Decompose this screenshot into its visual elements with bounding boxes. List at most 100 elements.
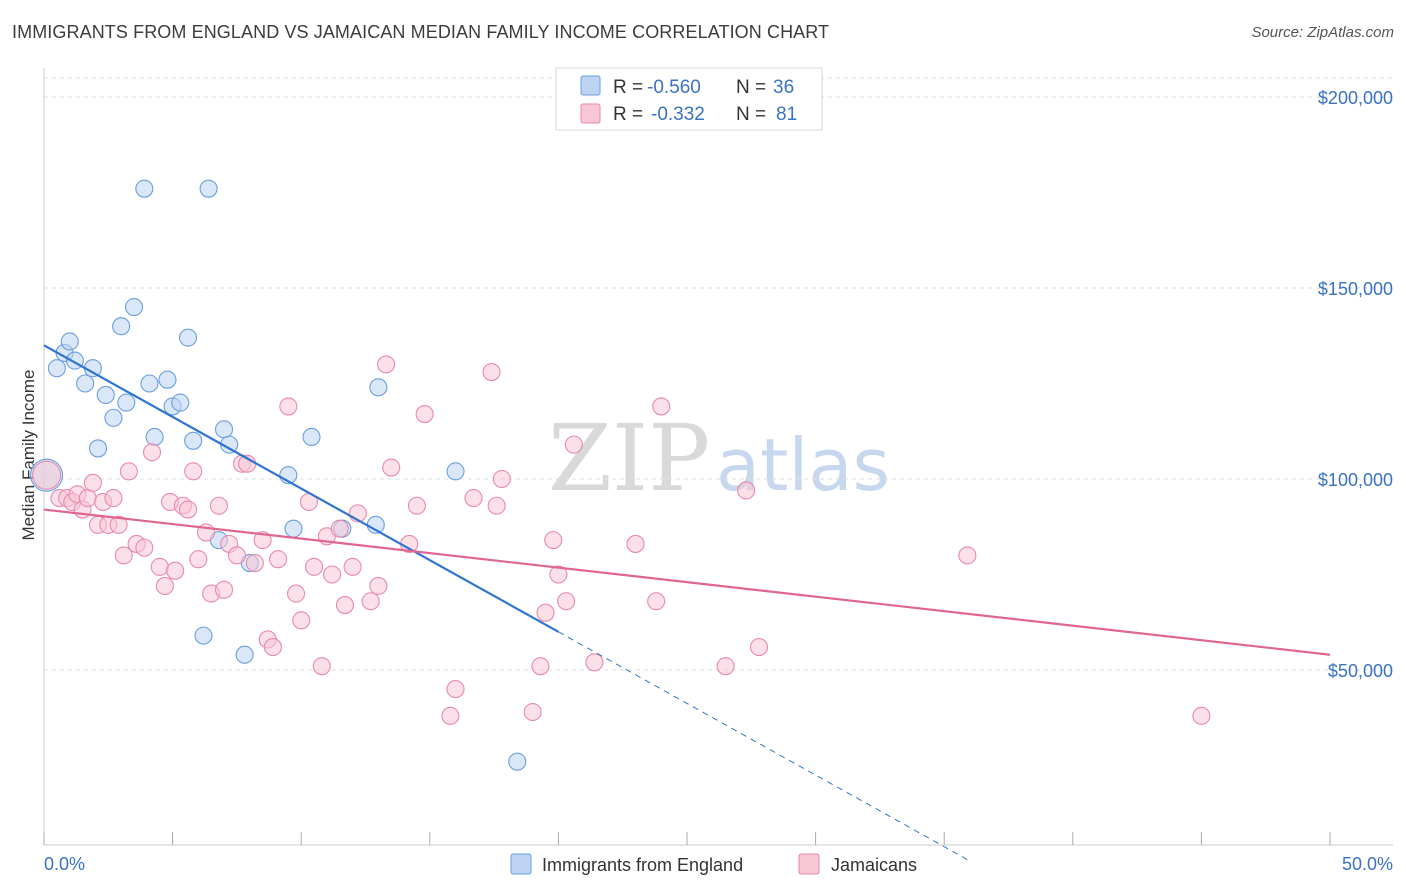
jamaican-point	[464, 489, 483, 508]
jamaican-point	[958, 546, 977, 565]
jamaican-point	[652, 397, 671, 416]
legend-r-label-jamaicans: R =	[613, 104, 643, 125]
chart-source: Source: ZipAtlas.com	[1251, 24, 1394, 41]
watermark-zip: ZIP	[548, 405, 710, 512]
legend-r-value-jamaicans: -0.332	[651, 104, 705, 125]
england-point	[199, 179, 218, 198]
england-point	[214, 420, 234, 439]
england-point	[171, 393, 190, 412]
jamaican-point	[178, 500, 198, 519]
stats-legend: R = -0.560 N = 36 R = -0.332 N = 81	[555, 67, 823, 131]
england-trend-extension	[558, 631, 971, 862]
legend-swatch-jamaicans	[580, 103, 601, 124]
legend-r-value-england: -0.560	[647, 77, 701, 98]
england-point	[112, 317, 131, 336]
series-legend-label-jamaicans[interactable]: Jamaicans	[831, 855, 917, 875]
jamaican-point	[487, 496, 506, 515]
england-point	[117, 393, 136, 412]
data-points	[30, 179, 1211, 771]
jamaican-point	[749, 638, 769, 657]
jamaican-point	[214, 580, 234, 599]
series-legend-label-england[interactable]: Immigrants from England	[542, 855, 743, 875]
jamaican-point	[492, 469, 511, 489]
england-point	[284, 519, 303, 538]
england-trend-line	[43, 344, 559, 633]
watermark: ZIP atlas	[548, 405, 890, 512]
jamaican-point	[142, 443, 162, 462]
jamaican-point	[166, 561, 185, 580]
y-axis-title: Median Family Income	[19, 369, 38, 540]
series-legend: Immigrants from England Jamaicans	[510, 853, 917, 875]
jamaican-point	[155, 576, 174, 596]
england-point	[184, 431, 203, 450]
jamaican-point	[716, 657, 735, 676]
jamaican-point	[312, 657, 331, 676]
england-point	[124, 298, 144, 317]
jamaican-point	[1192, 706, 1211, 725]
jamaican-point	[150, 557, 169, 576]
england-point	[140, 374, 159, 393]
england-point	[88, 439, 108, 458]
series-legend-swatch-england[interactable]	[510, 853, 532, 875]
jamaican-point	[415, 405, 434, 424]
series-legend-swatch-jamaicans[interactable]	[798, 853, 820, 875]
jamaican-point	[564, 435, 583, 454]
jamaican-point	[109, 515, 128, 534]
x-tick-label-left: 0.0%	[44, 854, 85, 874]
jamaican-point	[269, 550, 288, 569]
jamaican-point	[482, 362, 501, 382]
jamaican-point	[544, 531, 563, 550]
england-point	[369, 378, 388, 397]
jamaican-point	[536, 603, 555, 622]
jamaican-point	[119, 462, 138, 481]
jamaican-point	[523, 702, 542, 722]
england-point	[194, 626, 213, 645]
x-tick-label-right: 50.0%	[1342, 854, 1393, 874]
jamaican-point	[114, 546, 133, 565]
jamaican-point	[441, 706, 460, 725]
jamaican-trend-line	[43, 508, 1331, 656]
jamaican-point	[382, 458, 401, 477]
jamaican-point	[78, 489, 97, 508]
england-point	[446, 462, 465, 481]
jamaican-point	[292, 611, 311, 630]
y-tick-label: $100,000	[1318, 470, 1393, 490]
england-point	[145, 427, 164, 447]
jamaican-point	[626, 534, 645, 553]
jamaican-point	[343, 557, 362, 576]
jamaican-point	[184, 462, 203, 481]
jamaican-point	[446, 680, 465, 699]
jamaican-point	[227, 546, 246, 565]
jamaican-point	[83, 473, 102, 492]
jamaican-point	[279, 397, 298, 416]
jamaican-point	[361, 592, 380, 611]
jamaican-point	[407, 496, 426, 515]
jamaican-point	[323, 565, 342, 584]
england-point	[96, 385, 115, 405]
axes	[43, 68, 1393, 846]
y-tick-label: $50,000	[1328, 661, 1393, 681]
jamaican-point	[135, 538, 154, 557]
jamaican-point	[253, 531, 272, 550]
jamaican-point	[330, 519, 349, 538]
england-point	[158, 370, 177, 389]
jamaican-point	[189, 550, 208, 569]
england-point	[104, 408, 123, 427]
jamaican-point	[557, 592, 576, 611]
jamaican-point	[287, 584, 306, 603]
jamaican-point	[585, 653, 604, 672]
jamaican-point	[32, 460, 62, 490]
jamaican-point	[369, 576, 388, 596]
y-tick-label: $150,000	[1318, 279, 1393, 299]
england-point	[135, 179, 154, 198]
jamaican-point	[377, 355, 396, 374]
legend-n-value-england: 36	[773, 77, 794, 98]
jamaican-point	[531, 657, 550, 676]
england-point	[235, 645, 254, 664]
england-point	[60, 332, 79, 351]
y-tick-labels: $50,000 $100,000 $150,000 $200,000	[1318, 88, 1393, 681]
trend-lines	[43, 344, 1331, 862]
england-point	[178, 328, 198, 347]
jamaican-point	[647, 592, 666, 611]
